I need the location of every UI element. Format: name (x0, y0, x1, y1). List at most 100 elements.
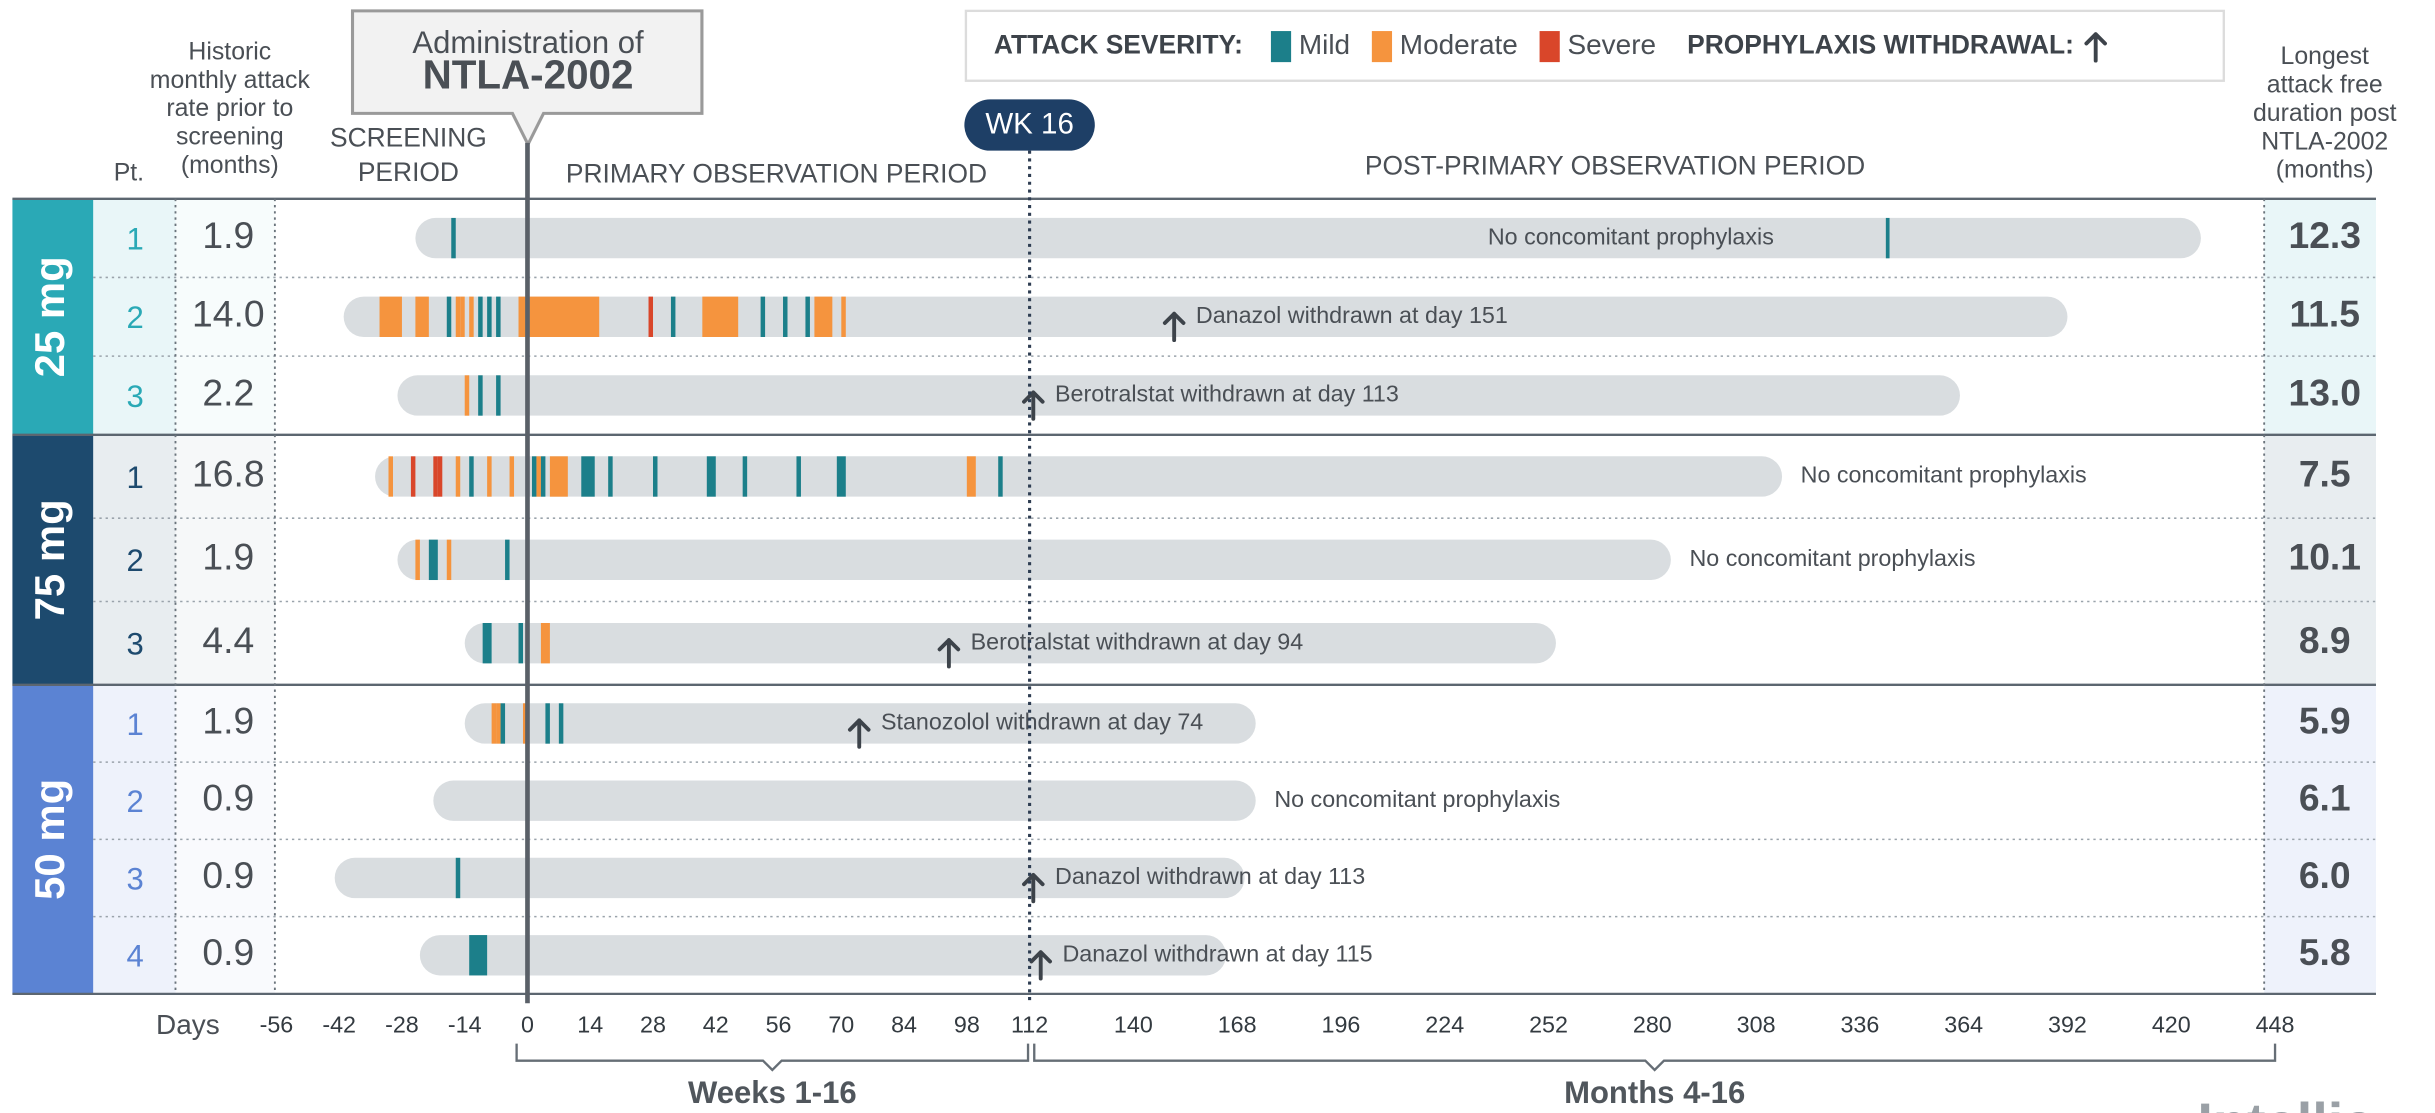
x-tick-label: 308 (1737, 1012, 1776, 1038)
x-tick-label: 70 (828, 1012, 854, 1038)
longest-header: NTLA-2002 (2261, 128, 2388, 155)
x-tick-label: 196 (1322, 1012, 1361, 1038)
attack (478, 296, 483, 337)
historic-rate: 4.4 (202, 619, 254, 661)
administration-box (350, 9, 704, 148)
longest-duration: 12.3 (2288, 214, 2361, 256)
week16-label: WK 16 (985, 108, 1074, 141)
attack (415, 539, 420, 581)
bracket (1033, 1043, 2277, 1072)
attack (742, 456, 748, 497)
attack (540, 456, 546, 497)
longest-header: (months) (2276, 157, 2374, 184)
swim-bar (433, 780, 1256, 821)
attack (581, 456, 595, 497)
attack (428, 539, 438, 581)
x-tick-label: 364 (1944, 1012, 1983, 1038)
row-note: Stanozolol withdrawn at day 74 (881, 709, 1203, 735)
group-band (12, 434, 94, 685)
historic-rate: 0.9 (202, 777, 254, 819)
attack (648, 296, 654, 337)
bracket-label: Months 4-16 (1564, 1075, 1745, 1110)
attack (706, 456, 716, 497)
x-tick-label: 252 (1529, 1012, 1568, 1038)
attack (796, 456, 801, 497)
longest-duration: 11.5 (2289, 293, 2359, 335)
row-note: Danazol withdrawn at day 151 (1196, 302, 1508, 328)
legend-box (964, 9, 2225, 82)
withdrawal-arrow (1029, 950, 1052, 981)
attack (531, 456, 537, 497)
legend-label: Moderate (1400, 29, 1518, 60)
attack (487, 456, 492, 497)
week16-pill (964, 99, 1095, 151)
attack (446, 539, 452, 581)
period-label: POST-PRIMARY OBSERVATION PERIOD (1365, 151, 1865, 181)
x-tick-label: 448 (2256, 1012, 2295, 1038)
historic-header: monthly attack (150, 67, 311, 94)
attack (379, 296, 402, 337)
attack (487, 296, 492, 337)
attack (518, 296, 600, 337)
attack (814, 296, 833, 337)
legend-title: PROPHYLAXIS WITHDRAWAL: (1687, 30, 2074, 60)
attack (509, 456, 515, 497)
x-tick-label: 112 (1011, 1012, 1048, 1038)
longest-duration: 7.5 (2299, 452, 2351, 494)
attack (702, 296, 739, 337)
historic-rate: 0.9 (202, 854, 254, 896)
patient-id: 2 (126, 300, 143, 335)
withdrawal-arrow (1162, 311, 1186, 343)
patient-id: 4 (126, 939, 143, 974)
x-tick-label: 28 (640, 1012, 666, 1038)
swim-bar (419, 935, 1227, 976)
withdrawal-arrow (1022, 390, 1045, 421)
historic-column (175, 434, 275, 685)
longest-header: attack free (2267, 71, 2383, 98)
swim-bar (334, 857, 1245, 899)
legend-arrow (2084, 32, 2107, 63)
row-note: Danazol withdrawn at day 115 (1062, 940, 1372, 966)
logo: Intellia (2197, 1091, 2375, 1113)
historic-rate: 16.8 (192, 452, 265, 494)
administration-drug: NTLA-2002 (423, 51, 634, 97)
attack (500, 703, 506, 744)
attack (469, 456, 474, 497)
attack (545, 703, 550, 744)
attack (998, 456, 1003, 497)
historic-header: rate prior to (166, 95, 293, 122)
historic-rate: 14.0 (192, 293, 265, 335)
attack (451, 217, 456, 259)
attack (496, 375, 501, 416)
attack (446, 296, 452, 337)
attack (653, 456, 658, 497)
patient-header: Pt. (114, 159, 144, 186)
patient-id: 2 (126, 543, 143, 578)
attack (549, 456, 568, 497)
attack (540, 622, 550, 664)
longest-header: Longest (2281, 43, 2369, 70)
x-tick-label: 98 (954, 1012, 980, 1038)
historic-rate: 1.9 (202, 699, 254, 741)
historic-rate: 0.9 (202, 931, 254, 973)
legend-title: ATTACK SEVERITY: (994, 30, 1243, 60)
attack (558, 703, 564, 744)
attack (478, 375, 483, 416)
swim-bar (375, 456, 1783, 497)
attack (496, 703, 501, 744)
longest-column (2264, 434, 2376, 685)
withdrawal-arrow (937, 638, 961, 669)
x-tick-label: -14 (448, 1012, 482, 1038)
attack (437, 456, 443, 497)
longest-duration: 5.9 (2299, 699, 2351, 741)
patient-column (93, 434, 176, 685)
attack (433, 456, 438, 497)
attack (469, 935, 488, 976)
x-tick-label: 224 (1425, 1012, 1464, 1038)
patient-id: 2 (126, 784, 143, 819)
patient-id: 1 (126, 460, 143, 495)
swim-bar (343, 296, 2068, 337)
x-tick-label: 392 (2048, 1012, 2087, 1038)
